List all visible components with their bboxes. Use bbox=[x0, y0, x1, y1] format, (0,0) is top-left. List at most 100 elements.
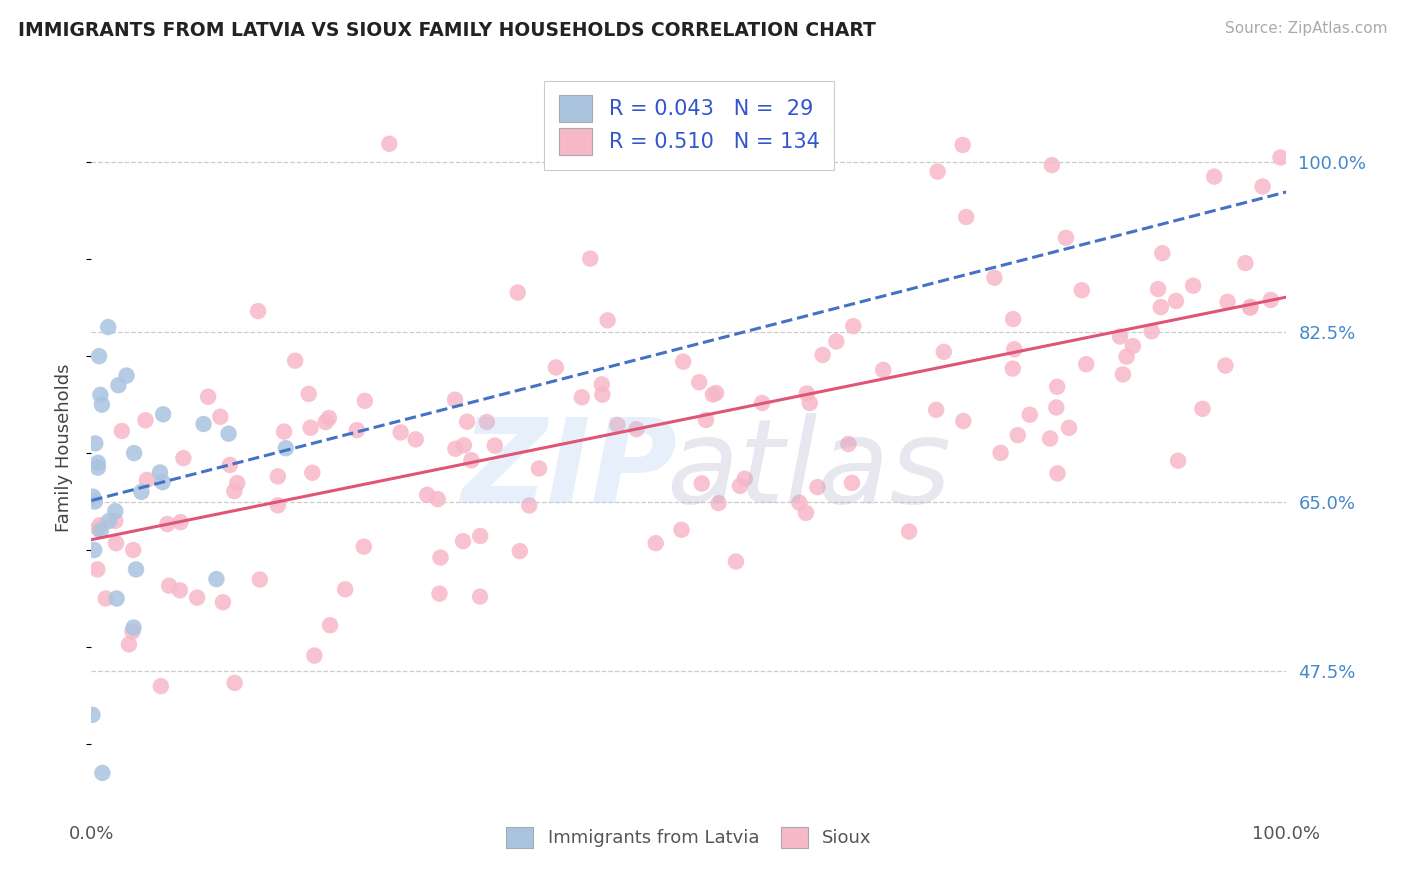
Point bbox=[378, 136, 401, 151]
Point bbox=[794, 506, 817, 520]
Point bbox=[1040, 158, 1063, 172]
Point bbox=[990, 446, 1012, 460]
Point bbox=[579, 252, 602, 266]
Point bbox=[591, 387, 613, 401]
Point bbox=[1164, 293, 1187, 308]
Point bbox=[247, 304, 270, 318]
Point bbox=[1001, 361, 1024, 376]
Point bbox=[1112, 368, 1135, 382]
Point bbox=[1018, 408, 1040, 422]
Point bbox=[470, 529, 492, 543]
Point bbox=[1251, 179, 1274, 194]
Point bbox=[952, 137, 974, 152]
Point bbox=[267, 469, 290, 483]
Point bbox=[1057, 421, 1080, 435]
Point bbox=[111, 424, 134, 438]
Point bbox=[186, 591, 208, 605]
Point bbox=[98, 514, 121, 528]
Point bbox=[1150, 300, 1173, 314]
Text: atlas: atlas bbox=[666, 413, 950, 527]
Point bbox=[89, 388, 111, 402]
Point bbox=[544, 360, 567, 375]
Text: IMMIGRANTS FROM LATVIA VS SIOUX FAMILY HOUSEHOLDS CORRELATION CHART: IMMIGRANTS FROM LATVIA VS SIOUX FAMILY H… bbox=[18, 21, 876, 40]
Point bbox=[1147, 282, 1170, 296]
Point bbox=[104, 536, 127, 550]
Point bbox=[353, 393, 375, 408]
Point bbox=[104, 504, 127, 518]
Point bbox=[509, 544, 531, 558]
Point bbox=[416, 488, 439, 502]
Point bbox=[298, 387, 321, 401]
Point bbox=[353, 540, 375, 554]
Point bbox=[1167, 454, 1189, 468]
Point bbox=[97, 320, 120, 334]
Point bbox=[527, 461, 550, 475]
Point bbox=[1007, 428, 1029, 442]
Point bbox=[224, 676, 246, 690]
Point bbox=[118, 637, 141, 651]
Point bbox=[87, 460, 110, 475]
Point bbox=[751, 396, 773, 410]
Point bbox=[205, 572, 228, 586]
Point bbox=[169, 583, 191, 598]
Point bbox=[1234, 256, 1257, 270]
Point bbox=[475, 415, 498, 429]
Point bbox=[267, 499, 290, 513]
Point bbox=[1070, 283, 1092, 297]
Point bbox=[115, 368, 138, 383]
Point bbox=[104, 514, 127, 528]
Point bbox=[83, 494, 105, 508]
Point bbox=[152, 475, 174, 490]
Point bbox=[1039, 432, 1062, 446]
Point bbox=[301, 466, 323, 480]
Point bbox=[87, 349, 110, 363]
Point bbox=[90, 398, 112, 412]
Point bbox=[218, 426, 240, 441]
Point bbox=[1260, 293, 1282, 307]
Point bbox=[1002, 343, 1025, 357]
Point bbox=[429, 550, 451, 565]
Point bbox=[1191, 401, 1213, 416]
Point bbox=[925, 402, 948, 417]
Point bbox=[121, 624, 143, 639]
Point bbox=[626, 422, 648, 436]
Point bbox=[1115, 350, 1137, 364]
Point bbox=[122, 446, 145, 460]
Point bbox=[1270, 151, 1292, 165]
Point bbox=[82, 707, 104, 722]
Point bbox=[872, 363, 894, 377]
Point bbox=[506, 285, 529, 300]
Point bbox=[444, 392, 467, 407]
Point bbox=[83, 543, 105, 558]
Point bbox=[724, 555, 747, 569]
Point bbox=[1002, 312, 1025, 326]
Point bbox=[690, 476, 713, 491]
Point bbox=[955, 210, 977, 224]
Point bbox=[789, 496, 811, 510]
Point bbox=[571, 390, 593, 404]
Point bbox=[87, 521, 110, 535]
Point bbox=[983, 270, 1005, 285]
Point bbox=[284, 353, 307, 368]
Point bbox=[451, 534, 474, 549]
Point bbox=[734, 472, 756, 486]
Point bbox=[226, 476, 249, 491]
Point bbox=[796, 386, 818, 401]
Point bbox=[596, 313, 619, 327]
Point bbox=[105, 591, 128, 606]
Point bbox=[315, 415, 337, 429]
Point bbox=[927, 164, 949, 178]
Point bbox=[90, 524, 112, 538]
Point bbox=[273, 425, 295, 439]
Point bbox=[444, 442, 467, 456]
Point bbox=[134, 413, 156, 427]
Point bbox=[1046, 467, 1069, 481]
Point bbox=[249, 573, 271, 587]
Point bbox=[218, 458, 240, 472]
Point bbox=[429, 587, 451, 601]
Point bbox=[707, 496, 730, 510]
Point bbox=[456, 415, 478, 429]
Point bbox=[1140, 324, 1163, 338]
Point bbox=[107, 378, 129, 392]
Point bbox=[94, 591, 117, 606]
